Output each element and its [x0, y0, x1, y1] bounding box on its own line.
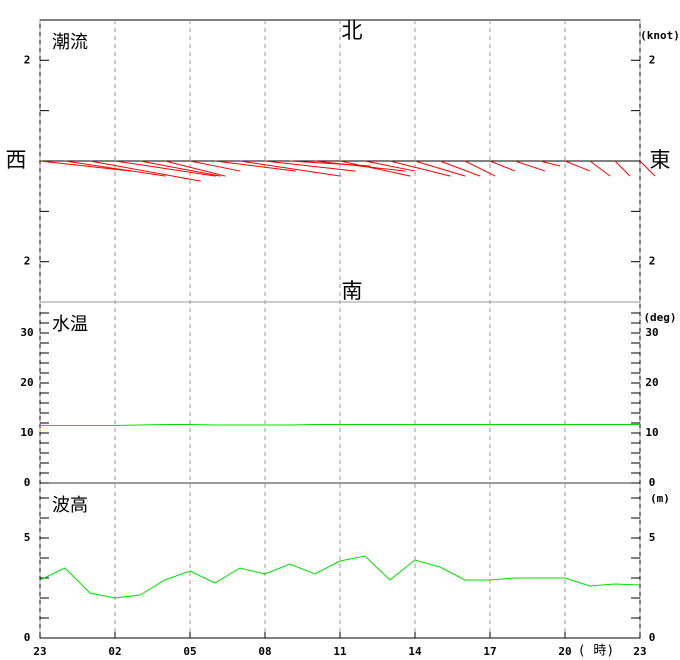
plot-frame [39, 19, 641, 639]
current-vector [589, 160, 611, 177]
y-tick-label-right: 2 [649, 255, 656, 268]
y-tick-label-right: 10 [645, 426, 658, 439]
current-vector [39, 160, 131, 172]
y-tick-label: 20 [20, 376, 33, 389]
x-tick-label: 17 [483, 645, 496, 658]
compass-north: 北 [342, 19, 363, 43]
current-vector [514, 160, 546, 172]
x-tick-label: 23 [633, 645, 646, 658]
current-vector [439, 160, 481, 177]
y-tick-label-right: 0 [649, 476, 656, 489]
data-line [39, 555, 641, 599]
y-tick-label: 2 [24, 53, 31, 66]
current-vector [314, 160, 406, 172]
current-vector [389, 160, 451, 177]
x-tick-label: 02 [108, 645, 121, 658]
panel-title: 波高 [52, 495, 88, 516]
unit-label: (deg) [643, 311, 676, 324]
y-tick-label: 2 [24, 255, 31, 268]
current-vector [64, 160, 166, 177]
current-vector [264, 160, 356, 172]
y-tick-label: 0 [24, 631, 31, 644]
unit-label: (m) [650, 492, 670, 505]
y-tick-label-right: 0 [649, 631, 656, 644]
panel-title: 水温 [52, 314, 88, 335]
x-tick-label: 14 [408, 645, 422, 658]
y-tick-label-right: 5 [649, 531, 656, 544]
current-vector [564, 160, 591, 172]
current-vector [189, 160, 241, 172]
y-tick-label-right: 30 [645, 326, 658, 339]
current-vector [139, 160, 221, 177]
y-tick-label-right: 2 [649, 53, 656, 66]
compass-south: 南 [342, 279, 363, 303]
y-tick-label: 10 [20, 426, 33, 439]
current-vector [114, 160, 216, 177]
x-tick-label: 20 [558, 645, 571, 658]
current-vector [339, 160, 411, 177]
y-tick-label-right: 20 [645, 376, 658, 389]
current-vector [489, 160, 516, 172]
y-tick-label: 30 [20, 326, 33, 339]
data-line [40, 424, 640, 426]
x-tick-label: 23 [33, 645, 46, 658]
unit-label: (knot) [640, 29, 680, 42]
current-vector [364, 160, 416, 172]
current-vector [539, 160, 561, 167]
y-tick-label: 5 [24, 531, 31, 544]
x-tick-label: 11 [333, 645, 347, 658]
current-vector [414, 160, 466, 177]
current-vector [164, 160, 226, 177]
current-vector [639, 160, 656, 177]
current-vector [214, 160, 296, 172]
compass-east: 東 [650, 148, 671, 172]
compass-west: 西 [6, 148, 27, 172]
current-vector [614, 160, 631, 177]
current-vector [464, 160, 496, 177]
x-tick-label: 08 [258, 645, 271, 658]
panel-title: 潮流 [52, 32, 88, 53]
current-vector [89, 160, 201, 182]
y-tick-label: 0 [24, 476, 31, 489]
x-axis-label: ( 時) [578, 644, 614, 659]
current-vector [239, 160, 341, 177]
x-tick-label: 05 [183, 645, 196, 658]
